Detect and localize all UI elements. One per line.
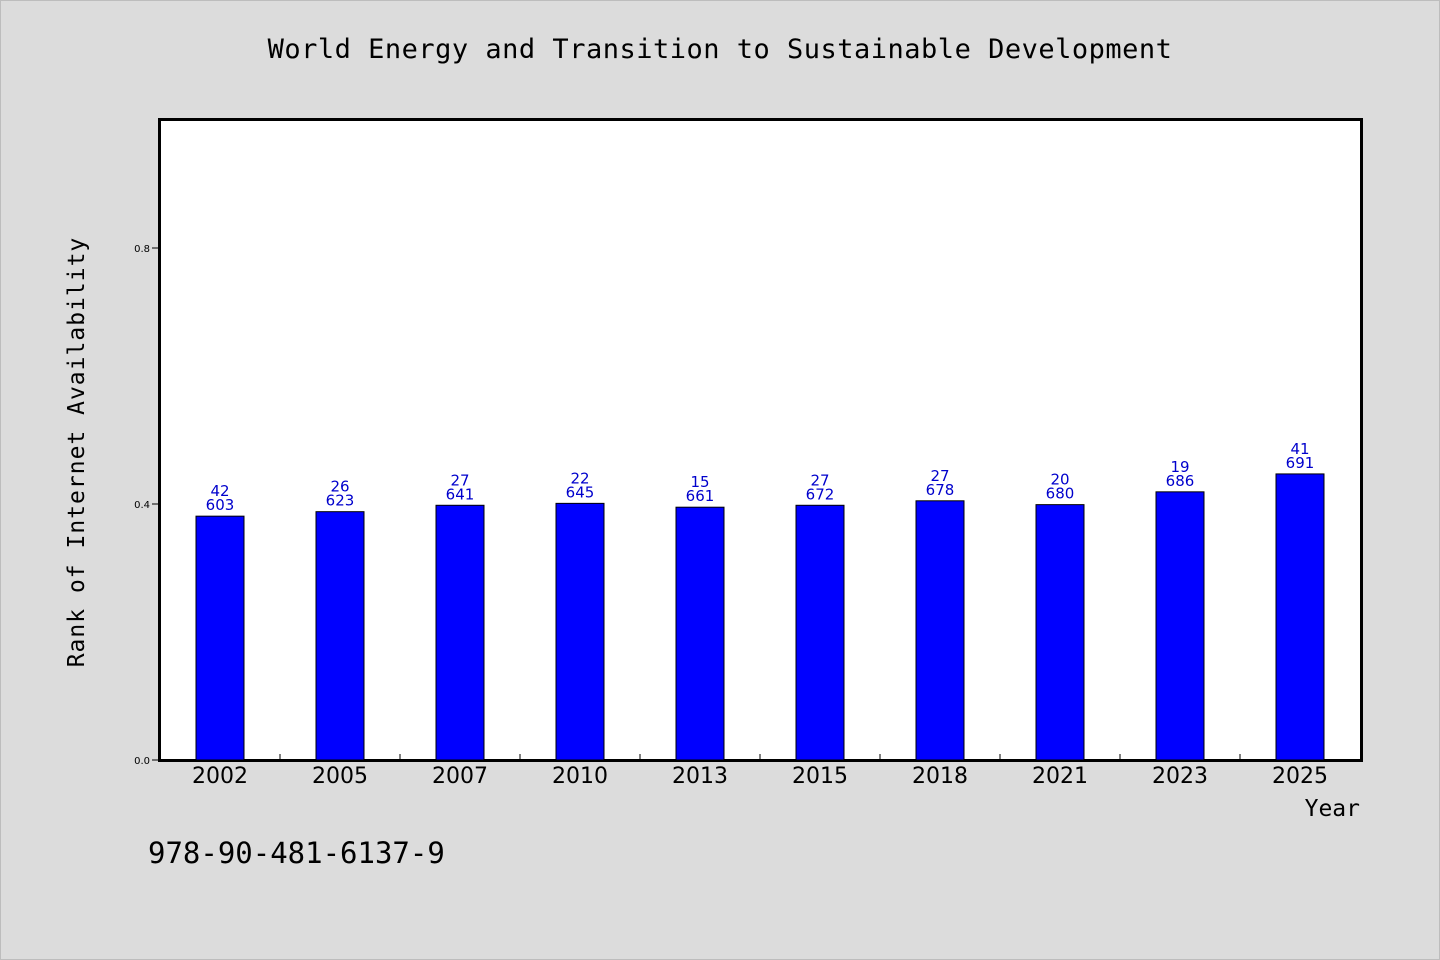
bar-2002 [195, 515, 245, 761]
bar-label-top: 27 [930, 467, 949, 485]
bar-label-bottom: 641 [446, 485, 475, 503]
bar-2025 [1275, 473, 1325, 761]
x-tick-label: 2010 [552, 764, 608, 789]
x-tick-label: 2023 [1152, 764, 1208, 789]
bar-2007 [435, 504, 485, 761]
bar-2018 [915, 500, 965, 761]
x-tick-label: 2018 [912, 764, 968, 789]
x-tick-label: 2015 [792, 764, 848, 789]
bar-label-bottom: 623 [326, 492, 355, 510]
x-tick-label: 2005 [312, 764, 368, 789]
bar-label-bottom: 686 [1166, 472, 1195, 490]
x-tick-label: 2007 [432, 764, 488, 789]
bar-label-top: 15 [690, 473, 709, 491]
bar-label-top: 26 [330, 478, 349, 496]
x-tick-label: 2013 [672, 764, 728, 789]
bar-2015 [795, 504, 845, 761]
y-tick-label: 0.0 [134, 756, 150, 767]
bar-label-top: 27 [810, 471, 829, 489]
bar-label-bottom: 603 [206, 496, 235, 514]
x-tick-label: 2025 [1272, 764, 1328, 789]
bar-2013 [675, 506, 725, 761]
bar-2005 [315, 511, 365, 761]
bar-label-top: 20 [1050, 471, 1069, 489]
bar-label-bottom: 678 [926, 481, 955, 499]
bar-2023 [1155, 491, 1205, 761]
x-tick-label: 2002 [192, 764, 248, 789]
y-axis-label: Rank of Internet Availability [64, 236, 90, 668]
bar-label-top: 27 [450, 471, 469, 489]
bar-label-bottom: 661 [686, 487, 715, 505]
y-tick-label: 0.4 [134, 500, 150, 511]
bar-label-top: 22 [570, 469, 589, 487]
y-tick-label: 0.8 [134, 244, 150, 255]
isbn-footer: 978-90-481-6137-9 [148, 836, 445, 870]
bar-label-bottom: 691 [1286, 454, 1315, 472]
bar-label-top: 41 [1290, 440, 1309, 458]
x-tick-label: 2021 [1032, 764, 1088, 789]
chart-title: World Energy and Transition to Sustainab… [267, 34, 1173, 65]
bar-label-bottom: 680 [1046, 485, 1075, 503]
bar-2010 [555, 502, 605, 761]
bar-label-top: 42 [210, 482, 229, 500]
bar-label-bottom: 672 [806, 485, 835, 503]
bar-label-top: 19 [1170, 458, 1189, 476]
x-axis-label: Year [1304, 796, 1360, 822]
bar-label-bottom: 645 [566, 483, 595, 501]
bar-2021 [1035, 504, 1085, 761]
